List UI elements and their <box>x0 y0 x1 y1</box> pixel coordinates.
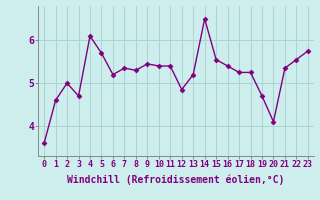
X-axis label: Windchill (Refroidissement éolien,°C): Windchill (Refroidissement éolien,°C) <box>67 175 285 185</box>
